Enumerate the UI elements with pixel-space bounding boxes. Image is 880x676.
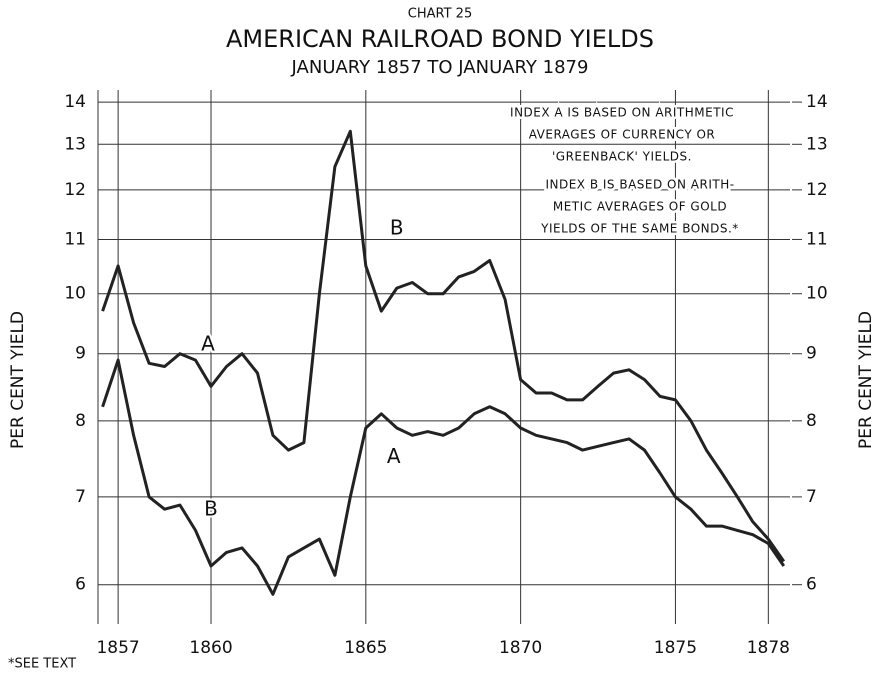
y2-tick-label: 11 [806, 229, 828, 249]
annotation: A [201, 331, 215, 355]
y-tick-label: 12 [64, 180, 86, 200]
y2-tick-label: 10 [806, 284, 828, 304]
y-tick-label: 6 [75, 575, 86, 595]
y2-tick-label: 14 [806, 92, 828, 112]
x-tick-label: 1875 [654, 638, 697, 658]
y-tick-label: 7 [75, 487, 86, 507]
y2-tick-label: 8 [806, 411, 817, 431]
y-tick-label: 11 [64, 229, 86, 249]
x-tick-label: 1878 [747, 638, 790, 658]
y-tick-label: 8 [75, 411, 86, 431]
y2-tick-label: 7 [806, 487, 817, 507]
chart-supertitle: CHART 25 [408, 7, 472, 22]
y2-tick-label: 12 [806, 180, 828, 200]
x-tick-label: 1865 [344, 638, 387, 658]
y-tick-label: 14 [64, 92, 86, 112]
annotation: B [204, 497, 218, 521]
note-text: 'GREENBACK' YIELDS. [552, 150, 692, 164]
y-axis-label: PER CENT YIELD [8, 311, 28, 449]
note-text: YIELDS OF THE SAME BONDS.* [540, 222, 739, 236]
y-tick-label: 10 [64, 284, 86, 304]
x-tick-label: 1857 [96, 638, 139, 658]
annotation: B [390, 216, 404, 240]
chart-title: AMERICAN RAILROAD BOND YIELDS [226, 25, 654, 53]
footnote: *SEE TEXT [8, 657, 76, 672]
note-text: INDEX B IS BASED ON ARITH- [545, 178, 734, 192]
note-text: INDEX A IS BASED ON ARITHMETIC [510, 106, 734, 120]
note-text: AVERAGES OF CURRENCY OR [529, 128, 716, 142]
note-text: METIC AVERAGES OF GOLD [553, 200, 727, 214]
y2-axis-label: PER CENT YIELD [856, 311, 876, 449]
x-tick-label: 1860 [189, 638, 232, 658]
annotation: A [387, 444, 401, 468]
chart-subtitle: JANUARY 1857 TO JANUARY 1879 [291, 57, 589, 78]
y2-tick-label: 9 [806, 344, 817, 364]
y-tick-label: 13 [64, 134, 86, 154]
y-tick-label: 9 [75, 344, 86, 364]
y2-tick-label: 6 [806, 575, 817, 595]
series-line [101, 358, 786, 596]
x-tick-label: 1870 [499, 638, 542, 658]
y2-tick-label: 13 [806, 134, 828, 154]
series-line [101, 129, 786, 563]
